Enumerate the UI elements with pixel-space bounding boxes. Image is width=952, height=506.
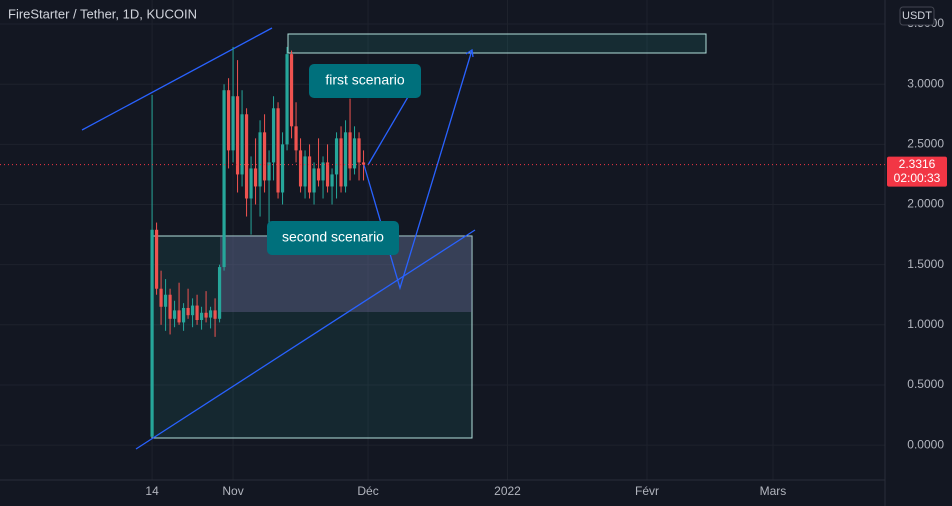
candle-body (199, 312, 204, 320)
candle-body (294, 126, 298, 151)
candle-body (163, 294, 168, 307)
candle-body (348, 132, 352, 169)
target-zone (287, 33, 707, 54)
candle-body (172, 310, 177, 319)
countdown: 02:00:33 (894, 171, 941, 185)
candle-body (330, 174, 334, 187)
candle-body (222, 90, 226, 268)
candle-body (334, 138, 339, 175)
arrow (367, 84, 416, 166)
candle-body (303, 156, 307, 187)
candle-body (267, 162, 271, 181)
candle-body (154, 229, 159, 289)
y-tick-label: 2.0000 (907, 197, 944, 211)
trend-line (81, 27, 273, 131)
candle-body (258, 132, 262, 187)
candles (150, 46, 366, 437)
candle-body (280, 144, 285, 193)
price-tag (887, 156, 947, 187)
candle-body (352, 138, 357, 169)
candle-body (285, 54, 289, 145)
y-tick-label: 0.0000 (907, 437, 944, 451)
candle-body (289, 54, 294, 127)
candle-body (343, 132, 348, 187)
candle-body (253, 168, 258, 187)
y-tick-label: 2.5000 (907, 137, 944, 151)
candle-body (249, 168, 253, 199)
x-tick-label: Mars (760, 484, 787, 498)
candle-body (190, 305, 195, 316)
x-tick-label: Févr (635, 484, 659, 498)
candle-body (240, 114, 244, 175)
y-tick-label: 3.0000 (907, 76, 944, 90)
candle-body (307, 156, 312, 193)
label-box (309, 64, 421, 98)
trend-line (135, 229, 476, 450)
candle-body (276, 108, 280, 193)
candle-body (262, 132, 267, 181)
candle-body (231, 96, 235, 151)
x-tick-label: 2022 (494, 484, 521, 498)
candle-body (298, 150, 303, 187)
candle-body (271, 108, 276, 163)
chart-title: FireStarter / Tether, 1D, KUCOIN (8, 6, 197, 21)
y-tick-label: 0.5000 (907, 377, 944, 391)
candle-body (208, 310, 213, 318)
y-tick-label: 1.0000 (907, 317, 944, 331)
candle-body (357, 138, 361, 163)
candle-body (325, 162, 330, 187)
candle-body (321, 162, 325, 181)
candle-body (150, 229, 154, 437)
candle-body (316, 168, 321, 181)
candle-body (181, 307, 186, 323)
candle-body (226, 90, 231, 151)
annotation: second scenario (282, 229, 384, 245)
candle-body (244, 114, 249, 199)
candle-body (186, 307, 190, 316)
candle-body (235, 96, 240, 175)
currency-box[interactable] (899, 6, 935, 26)
candle-body (312, 168, 316, 193)
x-tick-label: 14 (145, 484, 159, 498)
arrow (363, 49, 473, 291)
candle-body (195, 305, 199, 320)
candle-body (213, 310, 217, 319)
candle-body (204, 312, 208, 318)
currency: USDT (902, 10, 932, 22)
label-box (267, 221, 399, 255)
x-tick-label: Nov (222, 484, 243, 498)
candle-body (339, 138, 343, 187)
candle-body (361, 162, 366, 165)
y-tick-label: 1.5000 (907, 257, 944, 271)
candle-body (217, 267, 222, 319)
x-tick-label: Déc (357, 484, 378, 498)
candle-body (159, 288, 163, 307)
arrow-head (465, 48, 474, 58)
candle-body (168, 294, 172, 319)
price-label: 2.3316 (899, 157, 936, 171)
annotation: first scenario (325, 72, 405, 88)
candle-body (177, 310, 181, 323)
